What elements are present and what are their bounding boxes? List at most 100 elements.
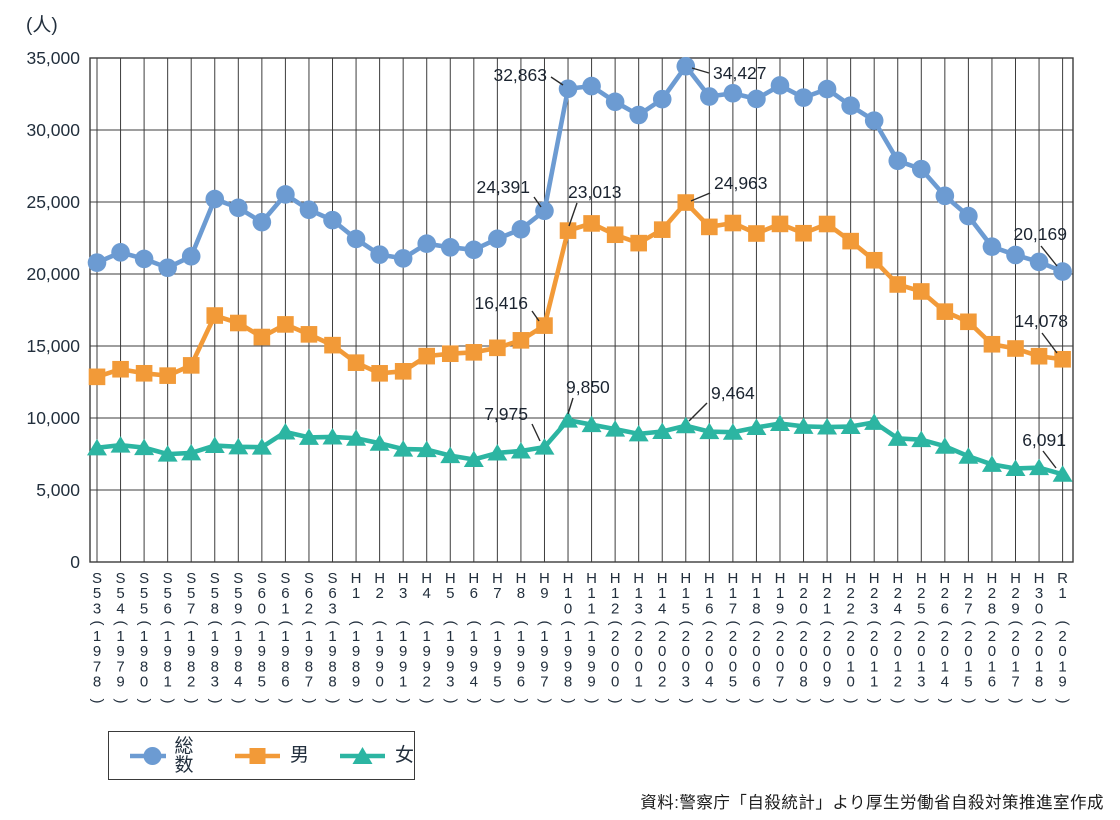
- x-axis-year-char: 9: [328, 643, 336, 660]
- total-marker: [841, 96, 860, 115]
- x-axis-era-char: H: [704, 570, 715, 587]
- x-axis-year-char: 0: [729, 658, 737, 675]
- x-axis-year-char: 1: [328, 628, 336, 645]
- total-marker: [87, 253, 107, 272]
- x-axis-close-paren: ): [466, 699, 483, 704]
- x-axis-close-paren: ): [160, 699, 177, 704]
- x-axis-era-char: H: [351, 570, 362, 587]
- x-axis-year-char: 8: [305, 658, 313, 675]
- x-axis-era-char: 3: [399, 585, 407, 602]
- gridlines: [90, 57, 1073, 563]
- male-marker: [630, 234, 647, 252]
- x-axis-era-char: 5: [917, 600, 925, 617]
- total-marker: [158, 258, 177, 278]
- x-axis-year-char: 9: [587, 643, 595, 660]
- x-axis-era-char: H: [516, 570, 527, 587]
- total-marker: [205, 189, 225, 209]
- x-axis-close-paren: ): [725, 699, 742, 704]
- female-marker: [628, 424, 649, 442]
- x-axis-year-char: 0: [823, 643, 831, 660]
- x-axis-close-paren: ): [419, 699, 436, 704]
- female-series: [87, 411, 1073, 482]
- x-axis-era-char: H: [563, 570, 574, 587]
- x-axis-year-char: 9: [493, 643, 501, 660]
- y-axis-tick-label: 5,000: [36, 480, 80, 500]
- x-axis-era-char: 9: [540, 585, 548, 602]
- x-axis-open-paren: (: [536, 621, 553, 626]
- x-axis-open-paren: (: [466, 621, 483, 626]
- x-axis-era-char: H: [492, 570, 503, 587]
- x-axis-era-char: 8: [988, 600, 996, 617]
- x-axis-era-char: 1: [281, 600, 289, 617]
- x-axis-era-char: 1: [682, 585, 690, 602]
- x-axis-year-char: 0: [964, 643, 972, 660]
- female-marker: [652, 422, 673, 439]
- x-axis-era-char: 0: [1035, 600, 1043, 617]
- x-axis-era-char: S: [186, 570, 196, 587]
- x-axis-year-char: 1: [540, 628, 548, 645]
- x-axis-close-paren: ): [1031, 699, 1048, 704]
- x-axis-era-char: 4: [658, 600, 666, 617]
- x-axis-close-paren: ): [489, 699, 506, 704]
- x-axis-close-paren: ): [890, 699, 907, 704]
- total-marker: [935, 186, 955, 206]
- male-marker: [724, 214, 742, 232]
- female-marker: [699, 422, 720, 440]
- x-axis-era-char: S: [328, 570, 338, 587]
- annotation-callout-female-1997: [531, 423, 541, 442]
- x-axis-open-paren: (: [395, 621, 412, 626]
- x-axis-year-char: 0: [894, 643, 902, 660]
- annotation-callout-male-2003: [690, 192, 711, 202]
- x-axis-close-paren: ): [843, 699, 860, 704]
- x-axis-year-char: 0: [988, 643, 996, 660]
- x-axis-era-char: 1: [587, 600, 595, 617]
- x-axis-open-paren: (: [937, 621, 954, 626]
- total-marker: [1029, 252, 1049, 272]
- female-marker: [1029, 458, 1050, 476]
- x-axis-era-char: 5: [140, 585, 148, 602]
- male-marker: [983, 335, 1001, 353]
- x-axis-open-paren: (: [631, 621, 648, 626]
- x-axis-open-paren: (: [654, 621, 671, 626]
- x-axis-open-paren: (: [890, 621, 907, 626]
- female-marker: [722, 423, 743, 440]
- annotation-callout-female-1998: [567, 397, 574, 415]
- male-marker: [135, 364, 153, 382]
- x-axis-year-char: 1: [470, 628, 478, 645]
- x-axis-era-char: 4: [116, 600, 124, 617]
- x-axis-year-char: 1: [1035, 658, 1043, 675]
- x-axis-era-char: 2: [988, 585, 996, 602]
- x-axis-close-paren: ): [607, 699, 624, 704]
- x-axis-year-char: 8: [258, 658, 266, 675]
- male-marker: [371, 365, 388, 382]
- x-axis-year-char: 2: [658, 674, 666, 691]
- x-axis-year-char: 0: [917, 643, 925, 660]
- x-axis-era-char: 1: [587, 585, 595, 602]
- x-axis-year-char: 9: [1058, 674, 1066, 691]
- x-axis-year-char: 2: [964, 628, 972, 645]
- x-axis-era-char: H: [1034, 570, 1045, 587]
- x-axis-era-char: H: [586, 570, 597, 587]
- x-axis-close-paren: ): [136, 699, 153, 704]
- x-axis-year-char: 0: [729, 643, 737, 660]
- x-axis-open-paren: (: [984, 621, 1001, 626]
- x-axis-year-char: 2: [799, 628, 807, 645]
- y-axis-unit-label: (人): [26, 15, 58, 36]
- x-axis-open-paren: (: [843, 621, 860, 626]
- female-marker: [110, 436, 131, 453]
- x-axis-year-char: 8: [211, 658, 219, 675]
- female-marker: [558, 411, 579, 428]
- x-axis-close-paren: ): [866, 699, 883, 704]
- x-axis-open-paren: (: [348, 621, 365, 626]
- x-axis-year-char: 9: [140, 643, 148, 660]
- x-axis-year-char: 9: [375, 658, 383, 675]
- x-axis-year-char: 9: [517, 643, 525, 660]
